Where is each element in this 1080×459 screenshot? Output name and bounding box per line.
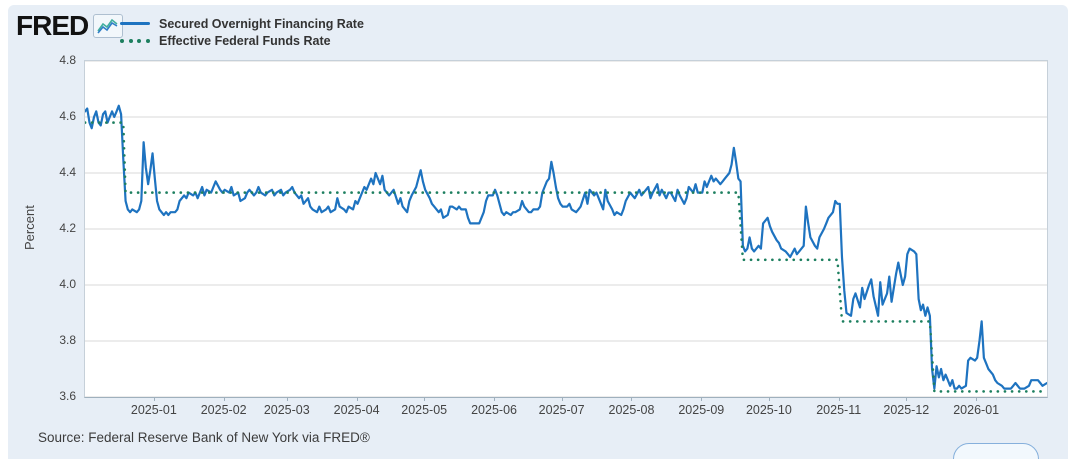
plot-area[interactable] — [84, 60, 1048, 398]
x-axis-tick-mark — [424, 397, 426, 401]
x-axis-tick-mark — [223, 397, 225, 401]
legend-label-effr: Effective Federal Funds Rate — [159, 33, 331, 48]
x-axis-tick-label: 2025-05 — [401, 403, 448, 417]
x-axis-tick-mark — [701, 397, 703, 401]
x-axis-tick-label: 2025-03 — [263, 403, 310, 417]
y-axis-tick-label: 4.6 — [59, 109, 76, 123]
fred-logo[interactable]: FRED — [16, 10, 124, 42]
x-axis-tick-mark — [153, 397, 155, 401]
x-axis-tick-mark — [286, 397, 288, 401]
sofr-line-swatch — [120, 22, 150, 25]
legend-item-sofr[interactable]: Secured Overnight Financing Rate — [120, 15, 364, 32]
x-axis-tick-label: 2025-08 — [608, 403, 655, 417]
x-axis-tick-mark — [976, 397, 978, 401]
legend: Secured Overnight Financing Rate Effecti… — [120, 15, 364, 49]
x-axis-tick-mark — [631, 397, 633, 401]
y-axis-tick-label: 4.8 — [59, 53, 76, 67]
x-axis-tick-label: 2025-04 — [333, 403, 380, 417]
legend-label-sofr: Secured Overnight Financing Rate — [159, 16, 364, 31]
x-axis-tick-mark — [768, 397, 770, 401]
x-axis-tick-label: 2025-02 — [200, 403, 247, 417]
x-axis-tick-mark — [838, 397, 840, 401]
x-axis-tick-label: 2025-07 — [538, 403, 585, 417]
x-axis-tick-mark — [494, 397, 496, 401]
fred-logo-text: FRED — [16, 10, 89, 41]
y-axis-tick-label: 4.4 — [59, 165, 76, 179]
y-axis-tick-label: 3.6 — [59, 389, 76, 403]
x-axis-tick-label: 2026-01 — [953, 403, 1000, 417]
y-axis-tick-label: 4.2 — [59, 221, 76, 235]
x-axis-tick-mark — [561, 397, 563, 401]
effr-series-line[interactable] — [85, 121, 1047, 393]
source-attribution: Source: Federal Reserve Bank of New York… — [38, 430, 370, 445]
bottom-action-button[interactable] — [953, 443, 1039, 459]
x-axis-tick-label: 2025-10 — [745, 403, 792, 417]
effr-dotted-swatch — [120, 38, 150, 43]
x-axis-tick-mark — [906, 397, 908, 401]
x-axis-tick-label: 2025-11 — [816, 403, 862, 417]
x-axis-tick-label: 2025-06 — [471, 403, 517, 417]
y-axis-tick-label: 4.0 — [59, 277, 76, 291]
x-axis-tick-label: 2025-09 — [678, 403, 725, 417]
sofr-series-line[interactable] — [85, 104, 1047, 390]
plot-svg — [85, 61, 1047, 397]
legend-item-effr[interactable]: Effective Federal Funds Rate — [120, 32, 364, 49]
fred-sparkline-icon — [93, 14, 124, 38]
x-axis-tick-label: 2025-01 — [130, 403, 177, 417]
y-axis-tick-label: 3.8 — [59, 333, 76, 347]
x-axis-tick-label: 2025-12 — [883, 403, 930, 417]
x-axis-tick-mark — [356, 397, 358, 401]
